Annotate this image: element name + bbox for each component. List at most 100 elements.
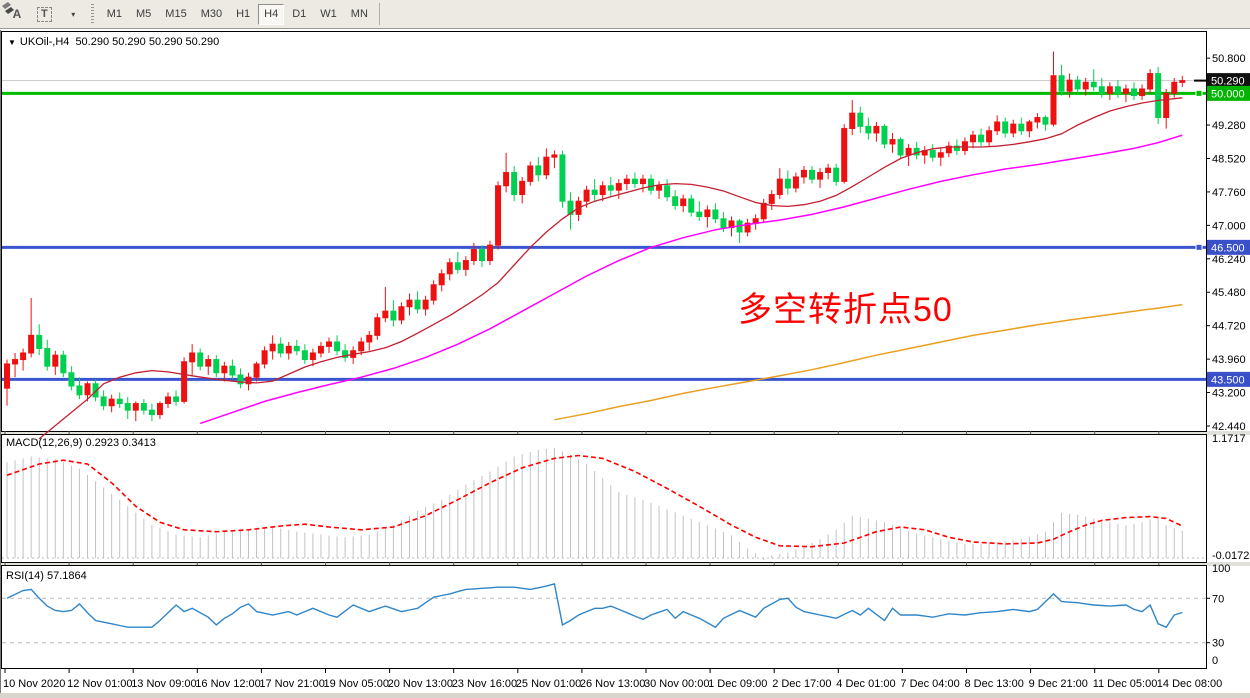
timeframe-button-h4[interactable]: H4 <box>258 3 285 25</box>
chart-title: ▼ UKOil-,H4 50.290 50.290 50.290 50.290 <box>8 36 219 48</box>
timeframe-button-d1[interactable]: D1 <box>292 8 307 20</box>
candle-body <box>623 178 630 185</box>
candle-body <box>1155 73 1162 119</box>
candle-body <box>1171 81 1178 94</box>
price-badge-46.500[interactable] <box>1207 239 1250 255</box>
candle-body <box>1058 75 1065 92</box>
time-axis-label: 19 Nov 05:00 <box>324 678 389 690</box>
candle-body <box>945 145 952 154</box>
candle-body <box>953 145 960 152</box>
price-badge-label: 43.500 <box>1211 374 1245 386</box>
candle-body <box>1010 123 1017 134</box>
time-axis-label: 1 Dec 09:00 <box>708 678 767 690</box>
panel-splitter[interactable] <box>0 431 1250 435</box>
candle-body <box>1002 121 1009 134</box>
candle-body <box>132 403 139 411</box>
timeframe-button-h1[interactable]: H1 <box>236 8 251 20</box>
candle-body <box>857 112 864 127</box>
candle-body <box>1026 121 1033 132</box>
price-badge-label: 50.290 <box>1211 76 1245 88</box>
toolbar: A T ▾ M1 M5 M15 M30 H1 H4 D1 W1 MN <box>0 0 1250 29</box>
candle-body <box>116 398 123 405</box>
price-badge-50.290[interactable] <box>1207 73 1250 89</box>
candle-body <box>1034 117 1041 123</box>
candle-body <box>44 348 51 367</box>
moving-average-slow <box>554 303 1183 421</box>
candle-body <box>438 273 445 286</box>
time-axis-label: 9 Dec 21:00 <box>1029 678 1088 690</box>
panel-splitter[interactable] <box>0 562 1250 566</box>
line-handle[interactable] <box>1195 243 1203 251</box>
price-axis-label: 46.240 <box>1212 254 1246 266</box>
candle-body <box>358 341 365 352</box>
time-axis-label: 23 Nov 16:00 <box>452 678 517 690</box>
price-axis-label: 48.520 <box>1212 153 1246 165</box>
candle-body <box>1122 88 1129 94</box>
candle-body <box>656 185 663 191</box>
candle-body <box>768 194 775 204</box>
price-axis-label: 44.720 <box>1212 321 1246 333</box>
candle-body <box>487 244 493 262</box>
candle-body <box>760 202 767 220</box>
timeframe-button-mn[interactable]: MN <box>350 8 368 20</box>
candle-body <box>825 167 832 174</box>
candle-body <box>503 172 510 187</box>
candle-body <box>672 196 679 207</box>
candle-body <box>462 260 469 270</box>
timeframe-button-m15[interactable]: M15 <box>165 8 187 20</box>
timeframe-button-m1[interactable]: M1 <box>106 8 123 20</box>
price-axis-label: 43.960 <box>1212 354 1246 366</box>
price-badge-43.500[interactable] <box>1207 371 1250 387</box>
timeframe-button-w1[interactable]: W1 <box>320 8 337 20</box>
text-box-tool-button[interactable]: T <box>31 4 58 25</box>
candle-body <box>696 211 703 218</box>
candle-body <box>108 398 115 407</box>
candle-body <box>1042 117 1049 125</box>
candle-body <box>28 334 35 354</box>
candle-body <box>1050 75 1057 125</box>
candle-body <box>511 172 518 196</box>
candle-body <box>165 396 171 405</box>
candle-body <box>970 134 976 143</box>
candle-body <box>889 139 896 145</box>
candle-body <box>543 156 550 176</box>
price-badge-label: 50.000 <box>1211 88 1245 100</box>
candle-body <box>1098 86 1105 94</box>
candle-body <box>1179 80 1186 83</box>
candle-body <box>68 372 75 387</box>
arrow-style-tool-button[interactable]: ▾ <box>2 2 84 25</box>
candle-body <box>478 249 485 262</box>
text-label-tool-icon: A <box>12 7 22 21</box>
text-label-tool-button[interactable]: A <box>5 4 29 25</box>
chart-title-caret-icon[interactable]: ▼ <box>8 38 16 47</box>
candle-body <box>4 363 10 389</box>
timeframe-button-m5[interactable]: M5 <box>136 8 152 20</box>
price-badge-label: 46.500 <box>1211 242 1245 254</box>
candle-body <box>84 383 91 396</box>
candle-body <box>229 365 236 376</box>
candle-body <box>809 169 815 180</box>
candle-body <box>342 350 349 358</box>
timeframe-button-m30[interactable]: M30 <box>200 8 223 20</box>
candle-body <box>994 121 1001 132</box>
candle-body <box>189 352 196 363</box>
candle-body <box>1114 86 1121 94</box>
candle-body <box>197 352 204 367</box>
candle-body <box>334 341 341 352</box>
candle-body <box>1082 81 1089 90</box>
candle-body <box>1147 73 1154 90</box>
candle-body <box>849 112 856 130</box>
candle-body <box>897 139 904 156</box>
candle-body <box>631 178 638 185</box>
moving-average-medium <box>199 134 1183 425</box>
candle-body <box>599 185 606 196</box>
chart-text-annotation[interactable]: 多空转折点50 <box>738 291 953 329</box>
line-handle[interactable] <box>1195 89 1203 97</box>
toolbar-drag-handle[interactable] <box>90 4 94 24</box>
candle-body <box>237 374 244 385</box>
candle-body <box>100 396 107 407</box>
candle-body <box>406 299 413 308</box>
price-badge-50.000[interactable] <box>1207 85 1250 101</box>
